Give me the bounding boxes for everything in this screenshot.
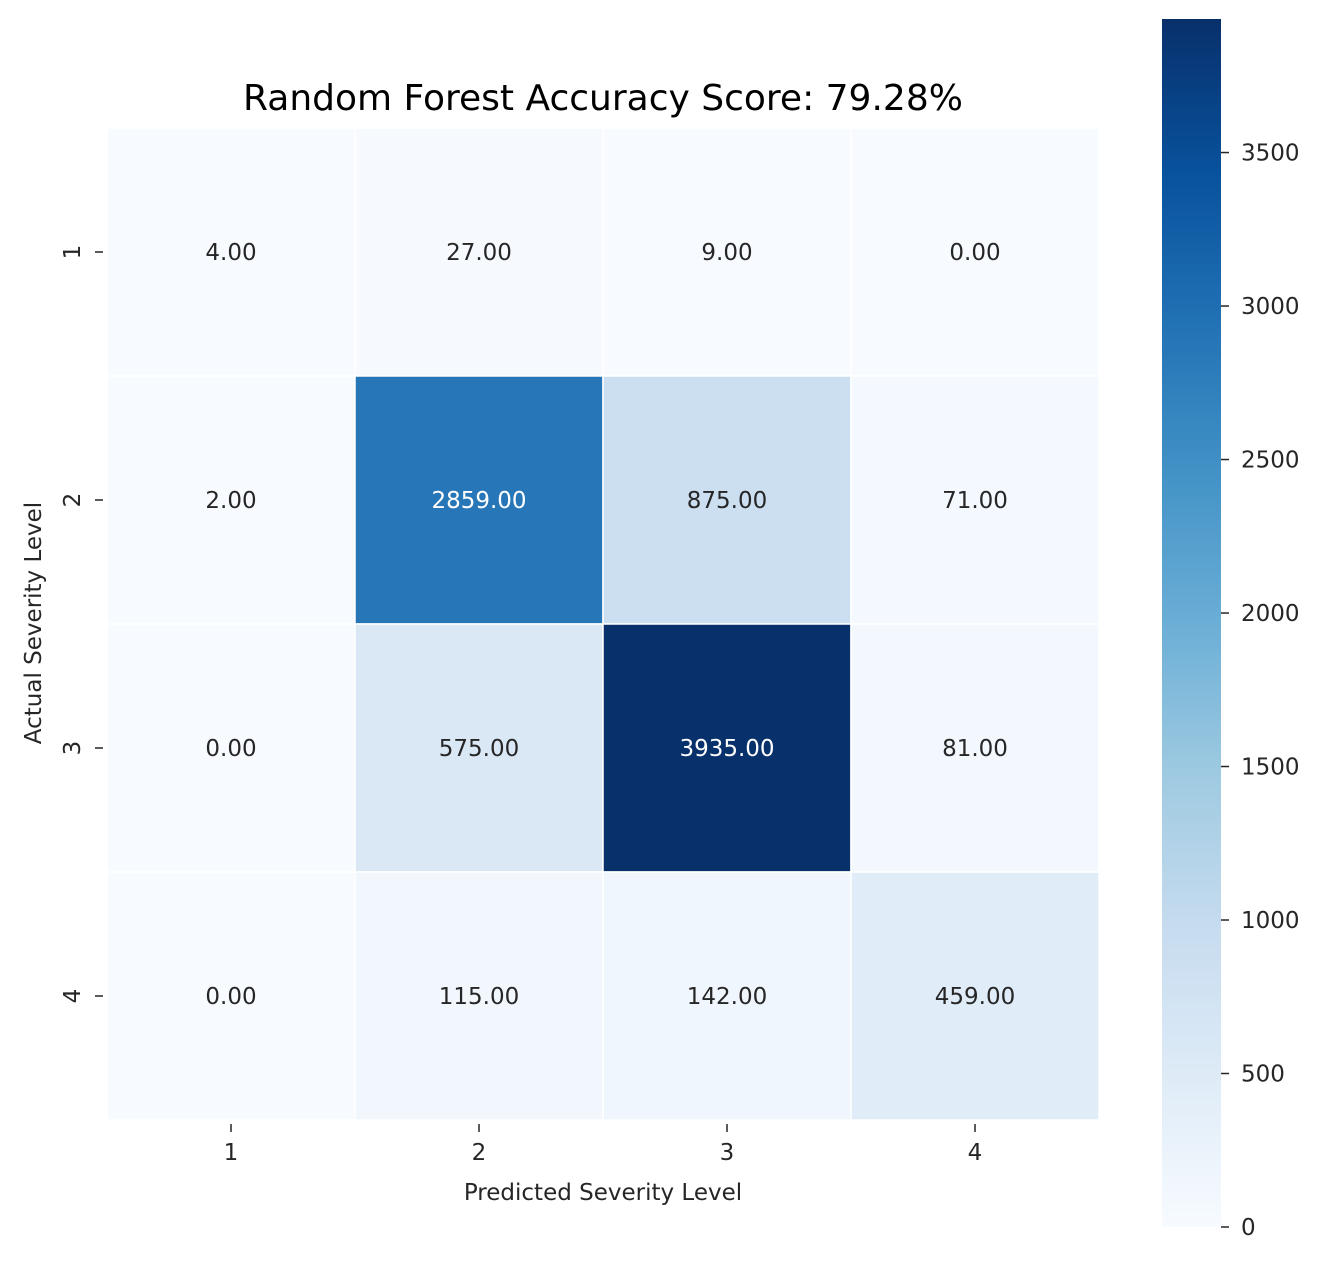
cell-value-label: 875.00 [687, 488, 767, 514]
cell-value-label: 2859.00 [431, 488, 526, 514]
heatmap-cell [106, 375, 356, 625]
heatmap-cell [602, 375, 852, 625]
heatmap-cell [602, 127, 852, 377]
cell-value-label: 2.00 [205, 488, 256, 514]
cell-value-label: 3935.00 [679, 736, 774, 762]
colorbar [1162, 19, 1221, 1227]
colorbar-tick-label: 3500 [1241, 141, 1300, 167]
colorbar-tick-label: 2500 [1241, 448, 1300, 474]
colorbar-ticks: 0 500 1000 1500 2000 2500 3000 3500 [1221, 141, 1300, 1241]
colorbar-tick-label: 1500 [1241, 755, 1300, 781]
heatmap-cell [602, 871, 852, 1121]
cell-value-label: 0.00 [205, 984, 256, 1010]
heatmap-cell [850, 127, 1100, 377]
heatmap-cell [106, 127, 356, 377]
colorbar-tick-label: 500 [1241, 1062, 1285, 1088]
cell-value-label: 4.00 [205, 240, 256, 266]
cell-value-label: 81.00 [942, 736, 1008, 762]
colorbar-tick-label: 0 [1241, 1215, 1256, 1241]
y-tick-label: 2 [60, 493, 86, 508]
y-axis-ticks: 1 2 3 4 [60, 245, 103, 1004]
heatmap-cell [850, 871, 1100, 1121]
x-tick-label: 1 [224, 1140, 239, 1166]
heatmap-cell [354, 871, 604, 1121]
heatmap-cell [106, 871, 356, 1121]
chart-title: Random Forest Accuracy Score: 79.28% [243, 78, 963, 119]
y-tick-label: 4 [60, 989, 86, 1004]
cell-value-label: 459.00 [935, 984, 1015, 1010]
cell-value-label: 0.00 [949, 240, 1000, 266]
x-axis-title: Predicted Severity Level [464, 1180, 742, 1206]
heatmap-cell [354, 127, 604, 377]
x-tick-label: 2 [472, 1140, 487, 1166]
cell-value-label: 27.00 [446, 240, 512, 266]
y-axis-title: Actual Severity Level [21, 502, 47, 744]
x-tick-label: 4 [968, 1140, 983, 1166]
x-axis-ticks: 1 2 3 4 [224, 1124, 983, 1166]
heatmap-cell [354, 375, 604, 625]
cell-value-label: 0.00 [205, 736, 256, 762]
y-tick-label: 3 [60, 741, 86, 756]
colorbar-tick-label: 3000 [1241, 294, 1300, 320]
heatmap-cell [354, 623, 604, 873]
x-tick-label: 3 [720, 1140, 735, 1166]
cell-value-label: 575.00 [439, 736, 519, 762]
heatmap-cells: 4.00 27.00 9.00 0.00 2.00 2859.00 875.00 71.00 0… [106, 127, 1100, 1121]
cell-value-label: 9.00 [701, 240, 752, 266]
y-tick-label: 1 [60, 245, 86, 260]
cell-value-label: 115.00 [439, 984, 519, 1010]
heatmap-cell [850, 375, 1100, 625]
heatmap-cell [850, 623, 1100, 873]
cell-value-label: 71.00 [942, 488, 1008, 514]
colorbar-tick-label: 2000 [1241, 601, 1300, 627]
colorbar-tick-label: 1000 [1241, 908, 1300, 934]
cell-value-label: 142.00 [687, 984, 767, 1010]
